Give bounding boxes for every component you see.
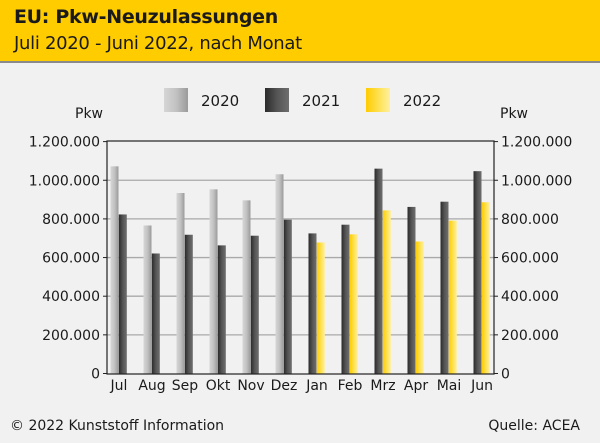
bar-2022-feb (349, 234, 358, 374)
y-tick-label-left: 200.000 (42, 328, 100, 344)
y-axis-label-right: Pkw (500, 106, 528, 122)
bar-2021-feb (341, 224, 350, 374)
y-tick-label-right: 400.000 (501, 289, 559, 305)
bar-2021-sep (184, 234, 193, 374)
bar-2021-aug (151, 253, 160, 374)
bar-2020-sep (176, 193, 185, 374)
x-tick-label: Jun (470, 378, 493, 394)
bar-2020-jul (110, 166, 119, 374)
bar-2022-mrz (382, 210, 391, 374)
bar-2021-apr (407, 206, 416, 374)
x-tick-label: Feb (338, 378, 363, 394)
bar-2021-okt (217, 245, 226, 374)
plot-frame (106, 140, 495, 375)
y-tick-label-right: 800.000 (501, 212, 559, 228)
y-tick-label-right: 200.000 (501, 328, 559, 344)
bar-2021-jun (473, 171, 482, 374)
legend-label-2020: 2020 (201, 92, 239, 110)
bar-2021-jul (118, 214, 127, 374)
legend-swatch-2021 (265, 88, 289, 112)
chart-title: EU: Pkw-Neuzulassungen (14, 6, 278, 28)
x-tick-label: Jan (305, 378, 328, 394)
x-tick-label: Dez (271, 378, 298, 394)
x-tick-label: Jul (110, 378, 128, 394)
y-tick-label-right: 1.200.000 (501, 135, 572, 151)
legend-swatch-2022 (366, 88, 390, 112)
bar-2022-jan (316, 242, 325, 374)
copyright: © 2022 Kunststoff Information (10, 418, 225, 434)
y-tick-label-right: 600.000 (501, 251, 559, 267)
y-tick-label-right: 0 (501, 367, 510, 383)
legend-label-2021: 2021 (302, 92, 340, 110)
y-tick-label-left: 1.200.000 (29, 135, 100, 151)
x-tick-label: Sep (172, 378, 199, 394)
bar-2021-nov (250, 235, 259, 374)
bar-2021-mai (440, 201, 449, 374)
bar-2020-aug (143, 225, 152, 374)
bar-2021-jan (308, 233, 317, 374)
chart-header: EU: Pkw-Neuzulassungen Juli 2020 - Juni … (0, 0, 600, 63)
bar-2020-okt (209, 189, 218, 374)
bar-2021-mrz (374, 168, 383, 374)
bar-2020-nov (242, 200, 251, 374)
x-tick-label: Apr (404, 378, 428, 394)
x-tick-label: Okt (206, 378, 231, 394)
legend-swatch-2020 (164, 88, 188, 112)
bar-2020-dez (275, 174, 284, 374)
y-axis-label-left: Pkw (75, 106, 103, 122)
x-tick-label: Aug (138, 378, 165, 394)
x-tick-label: Mai (437, 378, 462, 394)
bar-2022-jun (481, 202, 490, 374)
source: Quelle: ACEA (488, 418, 580, 434)
bar-2021-dez (283, 219, 292, 374)
y-tick-label-left: 600.000 (42, 251, 100, 267)
bar-2022-apr (415, 241, 424, 374)
y-tick-label-left: 0 (91, 367, 100, 383)
x-tick-label: Mrz (370, 378, 395, 394)
y-tick-label-right: 1.000.000 (501, 173, 572, 189)
x-tick-label: Nov (237, 378, 264, 394)
y-tick-label-left: 800.000 (42, 212, 100, 228)
y-tick-label-left: 1.000.000 (29, 173, 100, 189)
chart-subtitle: Juli 2020 - Juni 2022, nach Monat (14, 33, 302, 54)
legend-label-2022: 2022 (403, 92, 441, 110)
y-tick-label-left: 400.000 (42, 289, 100, 305)
bar-2022-mai (448, 220, 457, 374)
